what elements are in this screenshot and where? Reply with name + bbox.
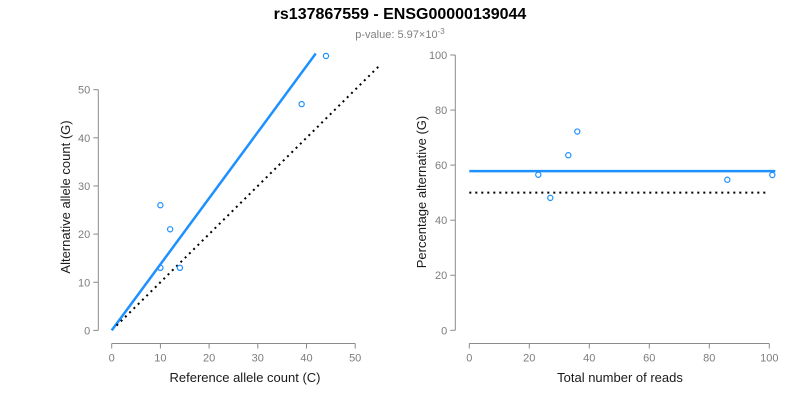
subtitle-mantissa: 5.97 [397,29,419,41]
percentage-plot: 0 20 40 60 80 100 0 20 40 60 80 100 Total number of … [414,50,778,385]
x-tick-label: 100 [760,353,778,365]
y-axis-title: Alternative allele count (G) [58,120,73,273]
data-point [157,264,164,272]
y-tick-label: 60 [435,160,447,172]
subtitle-times-ten: ×10 [418,29,438,41]
subtitle-exponent: -3 [437,27,445,36]
data-point [565,152,572,159]
figure-subtitle: p-value: 5.97×10-3 [0,27,800,41]
x-tick-label: 60 [643,353,655,365]
y-axis-title: Percentage alternative (G) [414,116,429,268]
data-point [574,128,581,135]
data-point [535,171,542,178]
x-tick-label: 40 [583,353,595,365]
data-point [157,202,164,209]
figure-title: rs137867559 - ENSG00000139044 [273,6,527,23]
data-point [724,176,731,183]
data-point [176,264,184,272]
x-axis-title: Reference allele count (C) [169,370,320,385]
data-point [166,226,174,233]
x-tick-label: 10 [154,353,166,365]
y-tick-label: 10 [78,277,90,289]
y-tick-label: 100 [429,50,447,62]
x-tick-label: 20 [523,353,535,365]
y-tick-label: 20 [78,229,90,241]
identity-line [115,64,381,327]
allele-count-plot: 0 10 20 30 40 50 0 10 20 30 40 50 Reference allele c… [58,52,381,385]
y-tick-label: 40 [78,133,90,145]
y-tick-label: 80 [435,105,447,117]
x-tick-label: 50 [349,353,361,365]
x-tick-label: 0 [466,353,472,365]
x-tick-label: 20 [203,353,215,365]
data-point [322,52,330,60]
y-tick-label: 30 [78,181,90,193]
y-tick-label: 0 [441,325,447,337]
subtitle-prefix: p-value: [355,29,398,41]
y-tick-label: 20 [435,270,447,282]
data-point [547,194,554,202]
fit-line [110,52,317,332]
data-point [769,171,776,179]
x-tick-label: 40 [300,353,312,365]
y-tick-label: 0 [84,325,90,337]
x-tick-label: 30 [252,353,264,365]
y-tick-label: 40 [435,215,447,227]
x-tick-label: 80 [703,353,715,365]
y-tick-label: 50 [78,85,90,97]
x-tick-label: 0 [109,353,115,365]
x-axis-title: Total number of reads [557,370,683,385]
data-point [298,100,305,108]
